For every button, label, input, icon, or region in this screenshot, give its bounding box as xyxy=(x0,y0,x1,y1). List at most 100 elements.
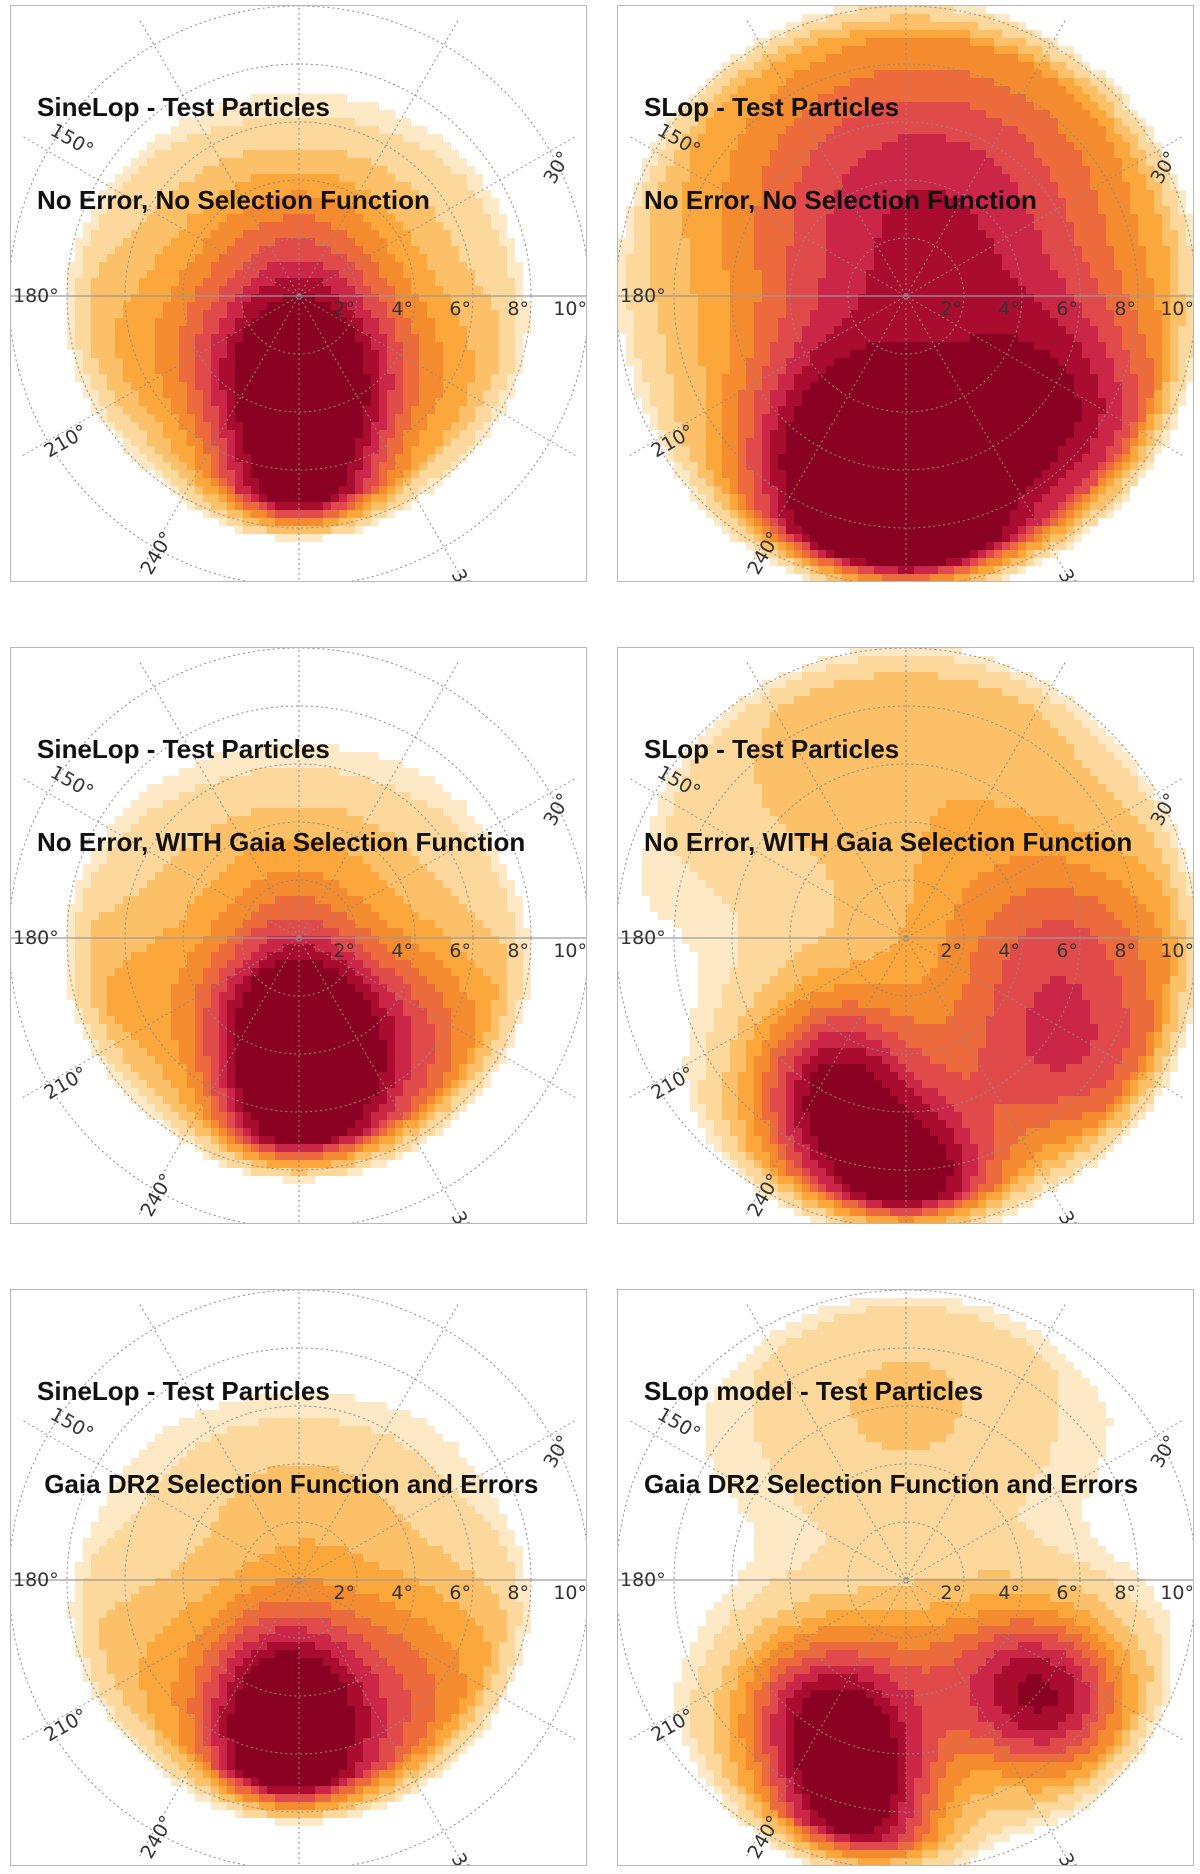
density-cell xyxy=(347,334,355,342)
density-cell xyxy=(1034,102,1042,110)
density-cell xyxy=(1178,222,1186,230)
density-cell xyxy=(722,310,730,318)
density-cell xyxy=(994,302,1002,310)
density-cell xyxy=(730,174,738,182)
density-cell xyxy=(642,190,650,198)
density-cell xyxy=(355,326,363,334)
density-cell xyxy=(1106,94,1114,102)
density-cell xyxy=(714,286,722,294)
density-cell xyxy=(922,302,930,310)
density-cell xyxy=(930,166,938,174)
density-cell xyxy=(187,278,195,286)
density-cell xyxy=(714,198,722,206)
density-cell xyxy=(395,478,403,486)
density-cell xyxy=(1170,286,1178,294)
density-cell xyxy=(1018,38,1026,46)
density-cell xyxy=(794,214,802,222)
density-cell xyxy=(163,374,171,382)
density-cell xyxy=(259,518,267,526)
angular-tick-label: 300° xyxy=(447,566,489,583)
density-cell xyxy=(451,278,459,286)
density-cell xyxy=(163,294,171,302)
density-cell xyxy=(275,478,283,486)
density-cell xyxy=(850,78,858,86)
density-cell xyxy=(491,278,499,286)
density-cell xyxy=(1130,198,1138,206)
density-cell xyxy=(1130,158,1138,166)
density-cell xyxy=(395,262,403,270)
density-cell xyxy=(275,126,283,134)
density-cell xyxy=(994,78,1002,86)
density-cell xyxy=(690,142,698,150)
density-cell xyxy=(754,158,762,166)
density-cell xyxy=(315,374,323,382)
density-cell xyxy=(778,62,786,70)
density-cell xyxy=(890,142,898,150)
density-cell xyxy=(499,262,507,270)
density-cell xyxy=(411,470,419,478)
density-cell xyxy=(187,438,195,446)
density-cell xyxy=(339,278,347,286)
density-cell xyxy=(67,262,75,270)
density-cell xyxy=(291,190,299,198)
density-cell xyxy=(291,326,299,334)
density-cell xyxy=(411,230,419,238)
density-cell xyxy=(1098,222,1106,230)
density-cell xyxy=(323,190,331,198)
density-cell xyxy=(387,278,395,286)
density-cell xyxy=(1034,230,1042,238)
density-cell xyxy=(227,390,235,398)
density-cell xyxy=(211,342,219,350)
density-cell xyxy=(1098,150,1106,158)
density-cell xyxy=(746,158,754,166)
density-cell xyxy=(858,318,866,326)
density-cell xyxy=(994,38,1002,46)
density-cell xyxy=(1106,86,1114,94)
density-cell xyxy=(195,262,203,270)
density-cell xyxy=(99,278,107,286)
density-cell xyxy=(1034,326,1042,334)
density-cell xyxy=(163,438,171,446)
density-cell xyxy=(275,214,283,222)
density-cell xyxy=(754,238,762,246)
density-cell xyxy=(331,110,339,118)
density-cell xyxy=(1114,94,1122,102)
density-cell xyxy=(115,182,123,190)
density-cell xyxy=(187,422,195,430)
density-cell xyxy=(906,270,914,278)
density-cell xyxy=(962,54,970,62)
density-cell xyxy=(762,70,770,78)
density-cell xyxy=(850,102,858,110)
density-cell xyxy=(203,166,211,174)
density-cell xyxy=(195,302,203,310)
density-cell xyxy=(1082,318,1090,326)
density-cell xyxy=(355,214,363,222)
density-cell xyxy=(930,14,938,22)
density-cell xyxy=(387,230,395,238)
density-cell xyxy=(866,126,874,134)
density-cell xyxy=(211,486,219,494)
density-cell xyxy=(67,342,75,350)
density-cell xyxy=(730,182,738,190)
density-cell xyxy=(435,446,443,454)
density-cell xyxy=(259,366,267,374)
density-cell xyxy=(347,110,355,118)
density-cell xyxy=(1138,150,1146,158)
density-cell xyxy=(411,438,419,446)
density-cell xyxy=(379,318,387,326)
density-cell xyxy=(874,294,882,302)
density-cell xyxy=(682,222,690,230)
density-cell xyxy=(123,174,131,182)
density-cell xyxy=(107,246,115,254)
density-cell xyxy=(1026,286,1034,294)
density-cell xyxy=(890,214,898,222)
density-cell xyxy=(1162,302,1170,310)
density-cell xyxy=(642,222,650,230)
density-cell xyxy=(994,62,1002,70)
density-cell xyxy=(834,86,842,94)
density-cell xyxy=(882,22,890,30)
density-cell xyxy=(746,254,754,262)
density-cell xyxy=(67,270,75,278)
density-cell xyxy=(682,174,690,182)
density-cell xyxy=(1026,38,1034,46)
